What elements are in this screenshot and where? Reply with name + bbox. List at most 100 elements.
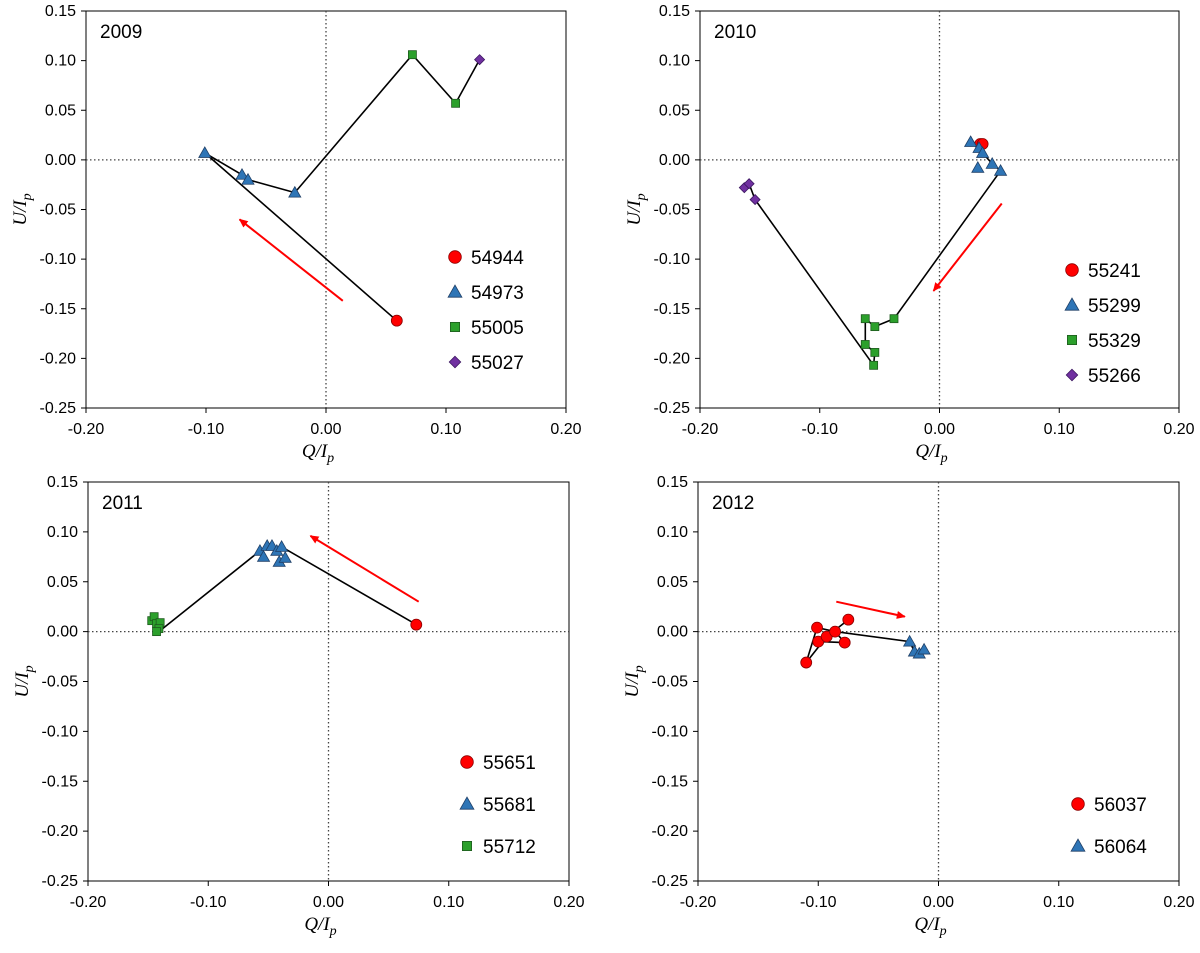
y-tick-label: -0.25 <box>42 873 79 890</box>
x-axis-label: Q/Ip <box>915 441 947 466</box>
legend-label: 56037 <box>1094 795 1147 816</box>
y-tick-label: 0.05 <box>659 102 690 119</box>
y-tick-label: -0.10 <box>42 723 79 740</box>
y-axis-label: U/Ip <box>10 193 35 225</box>
y-tick-label: 0.00 <box>45 152 76 169</box>
y-tick-label: -0.25 <box>652 873 689 890</box>
legend-label: 55299 <box>1088 296 1141 317</box>
y-tick-label: -0.15 <box>42 773 79 790</box>
x-tick-label: -0.20 <box>682 421 719 438</box>
y-tick-label: 0.15 <box>45 3 76 20</box>
legend-label: 55027 <box>471 353 524 374</box>
x-tick-label: -0.10 <box>802 421 839 438</box>
x-tick-label: -0.20 <box>68 421 105 438</box>
y-axis-label-subscript: p <box>22 665 37 673</box>
legend-label: 55329 <box>1088 331 1141 352</box>
y-axis-label-subscript: p <box>632 665 647 673</box>
x-tick-label: -0.10 <box>800 894 837 911</box>
legend-marker-54973 <box>447 284 463 298</box>
y-tick-label: 0.10 <box>45 53 76 70</box>
legend-marker-55266 <box>1065 368 1079 382</box>
direction-arrow <box>309 535 420 603</box>
direction-arrow <box>238 218 344 302</box>
x-tick-label: -0.20 <box>70 894 107 911</box>
data-point-55329 <box>860 314 870 324</box>
y-tick-label: -0.25 <box>40 400 77 417</box>
x-tick-label: 0.10 <box>433 894 464 911</box>
legend-label: 56064 <box>1094 837 1147 858</box>
trajectory-line <box>204 53 481 322</box>
y-tick-label: 0.10 <box>659 53 690 70</box>
y-tick-label: -0.15 <box>652 773 689 790</box>
y-axis-label: U/Ip <box>622 665 647 697</box>
data-point-56064 <box>917 642 931 655</box>
data-point-54973 <box>241 172 255 185</box>
x-axis-label-subscript: p <box>329 924 337 939</box>
legend-marker-55027 <box>448 355 462 369</box>
legend-marker-54944 <box>448 250 462 264</box>
legend-marker-55005 <box>449 321 460 332</box>
data-point-55329 <box>870 322 880 332</box>
x-tick-label: 0.20 <box>550 421 581 438</box>
x-tick-label: 0.20 <box>1163 894 1194 911</box>
y-tick-label: -0.05 <box>40 202 77 219</box>
data-point-55005 <box>451 98 461 108</box>
plot-area <box>699 10 1180 409</box>
legend-marker-56064 <box>1070 838 1086 852</box>
chart-panel-2012: 0.15 0.10 0.05 0.00 -0.05 -0.10 -0.15 -0.20 -0.2… <box>622 474 1195 939</box>
data-point-54944 <box>390 314 403 327</box>
y-axis-label: U/Ip <box>624 193 649 225</box>
legend-marker-55241 <box>1065 263 1079 277</box>
y-tick-label: -0.10 <box>652 723 689 740</box>
data-point-55299 <box>993 163 1008 176</box>
legend-label: 55266 <box>1088 366 1141 387</box>
data-point-55329 <box>870 348 880 357</box>
y-tick-label: 0.05 <box>47 574 78 591</box>
chart-panel-2009: 0.15 0.10 0.05 0.00 -0.05 -0.10 -0.15 -0.20 -0.2… <box>10 3 582 466</box>
y-tick-label: -0.20 <box>42 823 79 840</box>
x-tick-label: 0.00 <box>923 894 954 911</box>
legend-label: 54944 <box>471 248 524 269</box>
data-point-56037 <box>800 656 813 669</box>
y-tick-label: 0.00 <box>657 624 688 641</box>
y-tick-label: -0.05 <box>654 202 691 219</box>
direction-arrow <box>836 600 906 619</box>
data-point-54973 <box>235 167 249 180</box>
y-tick-label: -0.15 <box>654 301 691 318</box>
plot-area <box>85 10 567 409</box>
data-point-55681 <box>256 550 271 562</box>
x-axis-label: Q/Ip <box>304 914 336 939</box>
data-point-55329 <box>869 360 879 370</box>
y-tick-label: 0.10 <box>47 524 78 541</box>
y-tick-label: -0.25 <box>654 400 691 417</box>
legend-label: 55712 <box>483 837 536 858</box>
y-tick-label: -0.05 <box>42 674 79 691</box>
data-point-55299 <box>975 146 990 158</box>
x-tick-label: 0.00 <box>313 894 344 911</box>
data-point-56037 <box>811 621 823 634</box>
data-point-54973 <box>198 146 212 158</box>
x-axis-label-subscript: p <box>326 451 334 466</box>
x-tick-label: 0.00 <box>310 421 341 438</box>
legend-label: 54973 <box>471 283 524 304</box>
y-axis-label-subscript: p <box>634 193 649 201</box>
y-tick-label: 0.05 <box>45 102 76 119</box>
legend-label: 55681 <box>483 795 536 816</box>
data-point-55027 <box>474 54 486 66</box>
data-point-55299 <box>971 161 985 173</box>
legend-marker-55712 <box>461 841 472 852</box>
data-point-55712 <box>152 627 161 637</box>
panel-year-title: 2012 <box>712 493 754 514</box>
data-point-55681 <box>278 551 292 563</box>
panel-year-title: 2009 <box>100 22 142 43</box>
panel-year-title: 2010 <box>714 22 756 43</box>
x-tick-label: 0.10 <box>1044 421 1075 438</box>
x-axis-label: Q/Ip <box>302 441 334 466</box>
data-point-55005 <box>407 50 417 60</box>
x-axis-label: Q/Ip <box>914 914 946 939</box>
data-point-55651 <box>410 618 423 631</box>
y-axis-label: U/Ip <box>12 665 37 697</box>
data-point-55266 <box>743 178 755 190</box>
data-point-56037 <box>842 613 855 626</box>
data-point-55329 <box>889 314 899 324</box>
